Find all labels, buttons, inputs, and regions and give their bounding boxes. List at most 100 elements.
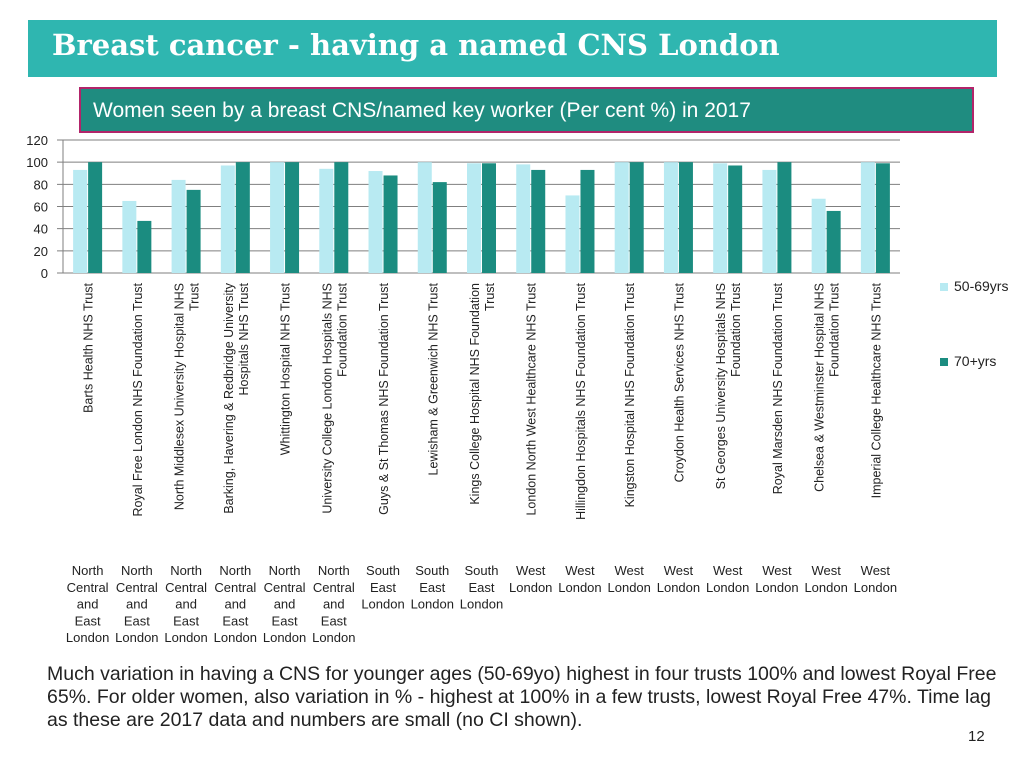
region-label-line: North <box>72 563 104 578</box>
category-label-line: Royal Marsden NHS Foundation Trust <box>771 282 785 494</box>
region-label-line: and <box>224 597 246 612</box>
region-label-line: East <box>222 613 248 628</box>
region-label: North Central and East London <box>312 563 355 645</box>
category-label-line: Royal Free London NHS Foundation Trust <box>131 282 145 516</box>
category-label: Whittington Hospital NHS Trust <box>279 282 293 455</box>
region-label-line: East <box>173 613 199 628</box>
region-label-line: London <box>411 597 454 612</box>
region-label-line: East <box>370 580 396 595</box>
region-label-line: Central <box>214 580 256 595</box>
bar-50-69 <box>516 164 531 273</box>
x-axis-labels: Barts Health NHS Trust Royal Free London … <box>82 282 884 520</box>
region-label-line: North <box>269 563 301 578</box>
category-label-line: Chelsea & Westminster Hospital NHS <box>813 283 827 492</box>
region-label-line: North <box>170 563 202 578</box>
bar-70plus <box>678 162 693 273</box>
region-label-line: West <box>516 563 546 578</box>
region-label-line: North <box>121 563 153 578</box>
bar-50-69 <box>565 195 580 273</box>
page-number: 12 <box>968 728 985 745</box>
region-label: West London <box>509 563 552 595</box>
region-label-line: North <box>318 563 350 578</box>
region-label-line: Central <box>313 580 355 595</box>
region-label-line: West <box>713 563 743 578</box>
bar-70plus <box>629 162 644 273</box>
region-label-line: South <box>465 563 499 578</box>
bar-70plus <box>88 162 103 273</box>
region-label-line: South <box>415 563 449 578</box>
bar-70plus <box>285 162 300 273</box>
region-label-line: West <box>861 563 891 578</box>
category-label-line: Lewisham & Greenwich NHS Trust <box>426 282 440 475</box>
y-tick-label: 0 <box>41 266 48 281</box>
region-label-line: London <box>706 580 749 595</box>
y-tick-label: 100 <box>26 155 48 170</box>
category-label-line: Trust <box>483 282 497 311</box>
y-axis-ticks: 0 20 40 60 80 100 120 <box>26 133 48 281</box>
bar-70plus <box>531 169 546 273</box>
region-label-line: East <box>419 580 445 595</box>
region-label-line: London <box>361 597 404 612</box>
region-label: West London <box>608 563 651 595</box>
slide-title: Breast cancer - having a named CNS Londo… <box>52 28 780 62</box>
category-label: Hillingdon Hospitals NHS Foundation Trus… <box>574 282 588 519</box>
category-label: Royal Free London NHS Foundation Trust <box>131 282 145 516</box>
region-label-line: London <box>608 580 651 595</box>
bar-50-69 <box>811 198 826 273</box>
region-label-line: East <box>124 613 150 628</box>
region-label: West London <box>706 563 749 595</box>
region-label-line: East <box>75 613 101 628</box>
legend-swatch-70plus <box>940 358 948 367</box>
region-label-line: London <box>214 630 257 645</box>
region-label: West London <box>804 563 847 595</box>
category-label-line: University College London Hospitals NHS <box>320 283 334 514</box>
category-label-line: Foundation Trust <box>828 282 842 376</box>
category-label-line: Hospitals NHS Trust <box>237 282 251 395</box>
category-label-line: Trust <box>188 282 202 311</box>
region-label-line: Central <box>67 580 109 595</box>
region-label-line: and <box>323 597 345 612</box>
region-label-line: West <box>762 563 792 578</box>
region-label-line: North <box>219 563 251 578</box>
y-tick-label: 80 <box>34 177 48 192</box>
chart-subtitle: Women seen by a breast CNS/named key wor… <box>93 99 751 122</box>
region-label-line: East <box>468 580 494 595</box>
bar-50-69 <box>122 200 137 273</box>
category-label: Kingston Hospital NHS Foundation Trust <box>623 282 637 507</box>
category-label-line: Imperial College Healthcare NHS Trust <box>869 282 883 498</box>
category-label-line: London North West Healthcare NHS Trust <box>525 282 539 515</box>
bar-70plus <box>580 169 595 273</box>
category-label-line: Whittington Hospital NHS Trust <box>279 282 293 455</box>
bar-50-69 <box>171 179 186 273</box>
region-label-line: South <box>366 563 400 578</box>
category-label-line: Guys & St Thomas NHS Foundation Trust <box>377 282 391 514</box>
bars <box>73 162 890 273</box>
legend-swatch-50-69 <box>940 283 948 292</box>
y-tick-label: 40 <box>34 222 48 237</box>
y-tick-label: 60 <box>34 200 48 215</box>
category-label: North Middlesex University Hospital NHST… <box>173 282 202 510</box>
bar-50-69 <box>713 163 728 273</box>
region-label: West London <box>558 563 601 595</box>
legend-item-50-69: 50-69yrs <box>940 278 1008 294</box>
category-label: Guys & St Thomas NHS Foundation Trust <box>377 282 391 514</box>
region-label-line: and <box>175 597 197 612</box>
bar-70plus <box>186 189 201 273</box>
category-label-line: St Georges University Hospitals NHS <box>714 283 728 489</box>
legend-label-50-69: 50-69yrs <box>954 278 1009 294</box>
region-label-line: London <box>558 580 601 595</box>
category-label: Royal Marsden NHS Foundation Trust <box>771 282 785 494</box>
bar-50-69 <box>220 165 235 273</box>
region-label-line: London <box>509 580 552 595</box>
category-label: Barking, Havering & Redbridge University… <box>222 282 251 513</box>
region-label: North Central and East London <box>263 563 306 645</box>
region-label-line: and <box>126 597 148 612</box>
bar-70plus <box>875 163 890 273</box>
region-label-line: West <box>565 563 595 578</box>
bar-50-69 <box>614 162 629 273</box>
region-label-line: East <box>272 613 298 628</box>
legend-label-70plus: 70+yrs <box>954 353 997 369</box>
bar-70plus <box>137 220 152 273</box>
caption-text: Much variation in having a CNS for young… <box>47 663 997 731</box>
